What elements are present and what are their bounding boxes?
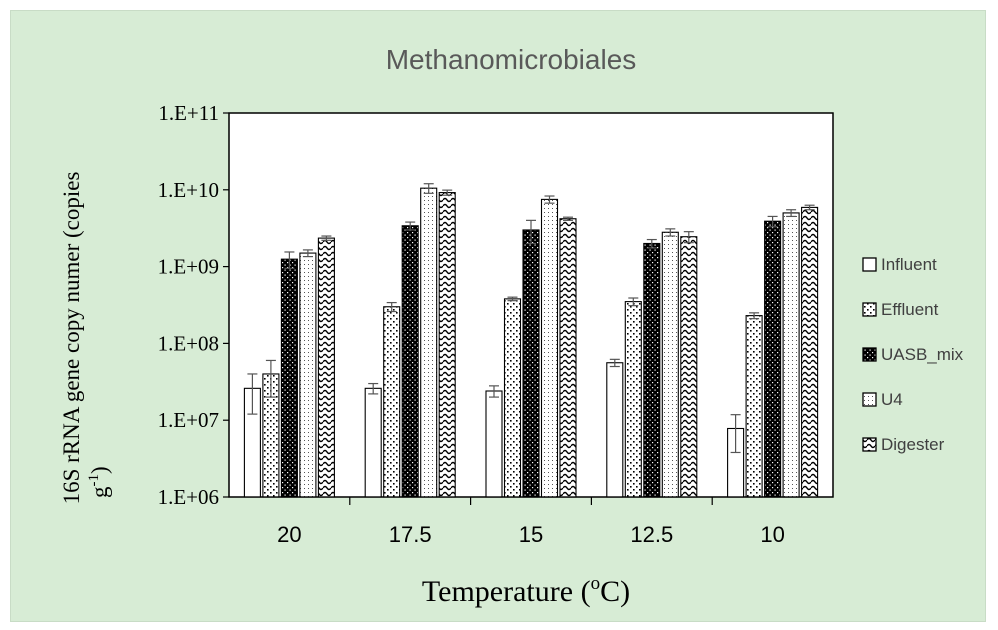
legend-label: U4 (881, 390, 903, 409)
bar (661, 231, 679, 498)
y-axis-title-g: g (87, 486, 112, 498)
bar (485, 390, 503, 498)
bar (764, 220, 782, 498)
bar (606, 362, 624, 498)
bar (680, 236, 698, 498)
x-tick-label: 15 (519, 522, 543, 547)
y-axis-title-sup: -1 (86, 474, 102, 487)
legend-swatch (862, 347, 877, 362)
x-axis-title: Temperature (oC) (422, 573, 630, 608)
svg-text:g-1): g-1) (86, 466, 112, 498)
x-axis-title-text: Temperature ( (422, 575, 591, 608)
bar (745, 315, 763, 498)
svg-text:16S rRNA gene copy numer (copi: 16S rRNA gene copy numer (copies (59, 172, 84, 505)
chart-svg: Methanomicrobiales 1.E+061.E+071.E+081.E… (59, 44, 964, 608)
legend-swatch (862, 392, 877, 407)
y-tick-label: 1.E+10 (158, 178, 219, 202)
legend-swatch (862, 302, 877, 317)
bar (522, 229, 540, 498)
legend-swatch (862, 437, 877, 452)
legend-label: Digester (881, 435, 945, 454)
x-tick-label: 17.5 (389, 522, 432, 547)
legend: Influent Effluent UASB_mix U4 Digester (862, 255, 964, 454)
y-tick-label: 1.E+11 (158, 101, 219, 125)
y-tick-label: 1.E+09 (158, 255, 219, 279)
x-axis-title-sup: o (591, 573, 601, 594)
bar (401, 225, 419, 498)
x-axis-title-end: C) (600, 575, 630, 608)
bar (438, 192, 456, 498)
y-axis-title: 16S rRNA gene copy numer (copies g-1) (59, 172, 112, 505)
y-tick-label: 1.E+07 (158, 408, 219, 432)
bar (559, 218, 577, 498)
bar (782, 212, 800, 498)
x-tick-label: 12.5 (630, 522, 673, 547)
y-axis-title-close: ) (87, 466, 112, 474)
legend-swatch (862, 257, 877, 272)
y-axis-title-line1: 16S rRNA gene copy numer (copies (59, 172, 84, 505)
bar (299, 252, 317, 498)
bar (624, 301, 642, 498)
bar (420, 187, 438, 498)
y-tick-label: 1.E+08 (158, 331, 219, 355)
bar (540, 198, 559, 498)
bar (383, 306, 401, 498)
chart-title: Methanomicrobiales (386, 44, 637, 75)
legend-label: UASB_mix (881, 345, 964, 364)
bar (503, 298, 522, 498)
x-tick-label: 20 (277, 522, 301, 547)
plot-border (228, 112, 834, 498)
x-tick-label: 10 (760, 522, 784, 547)
legend-label: Influent (881, 255, 937, 274)
bar (280, 258, 298, 498)
legend-label: Effluent (881, 300, 939, 319)
bar (317, 237, 335, 498)
chart-area: Methanomicrobiales 1.E+06 1.E+07 1.E+08 1.E… (10, 10, 986, 622)
y-tick-label: 1.E+06 (158, 485, 219, 509)
plot-area: 1.E+06 1.E+07 1.E+08 1.E+09 1.E+10 1.E+11 20 17… (158, 101, 834, 547)
bar (364, 387, 382, 498)
bar (801, 206, 819, 498)
bar (643, 242, 661, 498)
